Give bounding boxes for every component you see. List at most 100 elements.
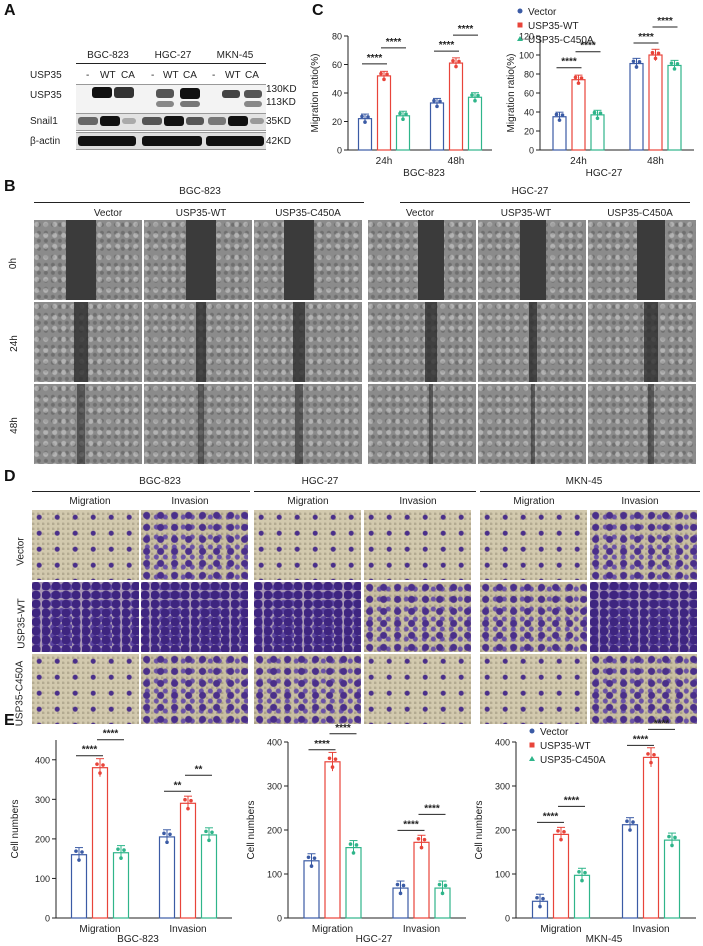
- wound-image: [254, 220, 362, 300]
- wound-image: [368, 220, 476, 300]
- data-point: [401, 117, 405, 122]
- data-point: [116, 847, 120, 851]
- bar: [429, 102, 445, 151]
- wb-lane-label: CA: [245, 70, 259, 81]
- x-tick-label: 48h: [647, 156, 664, 167]
- bar: [648, 54, 663, 151]
- legend-label: USP35-WT: [540, 741, 591, 752]
- data-point: [672, 67, 677, 71]
- y-tick-label: 0: [505, 914, 510, 924]
- data-point: [438, 99, 442, 104]
- sig-stars: ****: [561, 57, 577, 68]
- y-tick-label: 100: [519, 51, 534, 61]
- wound-gap: [74, 302, 88, 382]
- data-point: [207, 838, 211, 843]
- transwell-image: [254, 582, 361, 652]
- bar: [91, 767, 109, 919]
- wound-gap: [295, 384, 303, 464]
- panel-label-b: B: [4, 178, 16, 195]
- sig-stars: ****: [654, 718, 670, 729]
- bar: [413, 841, 430, 919]
- data-point: [669, 61, 674, 65]
- data-point: [306, 855, 311, 860]
- western-blot-panel: BGC-823 HGC-27 MKN-45 USP35 - WT CA - WT…: [0, 0, 310, 170]
- data-point: [333, 757, 338, 761]
- data-point: [435, 104, 439, 109]
- group-label: BGC-823: [117, 934, 159, 945]
- data-point: [451, 58, 455, 63]
- data-point: [366, 115, 370, 119]
- d-assay-migration: Migration: [69, 496, 111, 507]
- data-point: [673, 835, 677, 840]
- data-point: [675, 61, 680, 66]
- wb-divider: [204, 63, 266, 64]
- data-point: [119, 856, 123, 860]
- wound-image: [588, 302, 696, 382]
- data-point: [573, 75, 578, 80]
- transwell-image: [480, 654, 587, 724]
- sig-stars: ****: [335, 723, 351, 734]
- wound-gap: [198, 384, 204, 464]
- transwell-image: [364, 582, 471, 652]
- legend-label: USP35-C450A: [540, 755, 606, 766]
- data-point: [625, 819, 629, 823]
- transwell-image: [590, 510, 697, 580]
- wound-gap: [196, 302, 206, 382]
- data-point: [457, 59, 461, 64]
- data-point: [122, 848, 126, 852]
- y-axis-title: Cell numbers: [10, 800, 21, 859]
- data-point: [80, 850, 84, 854]
- y-axis-title: Migration ratio(%): [506, 54, 517, 133]
- data-point: [77, 858, 81, 862]
- b-cond-vector: Vector: [405, 208, 435, 219]
- wound-healing-panel: BGC-823 HGC-27 Vector USP35-WT USP35-C45…: [0, 178, 703, 468]
- sig-stars: ****: [403, 819, 419, 830]
- data-point: [422, 837, 427, 842]
- legend-marker: [529, 728, 535, 734]
- y-tick-label: 300: [495, 782, 510, 792]
- wound-image: [368, 384, 476, 464]
- legend-marker: [517, 36, 523, 41]
- wb-lane-label: -: [86, 70, 90, 81]
- data-point: [168, 832, 172, 837]
- wound-image: [34, 302, 142, 382]
- wound-gap: [77, 384, 85, 464]
- y-tick-label: 0: [337, 146, 342, 156]
- b-cellline-hgc27: HGC-27: [511, 186, 549, 197]
- transwell-image: [254, 510, 361, 580]
- wb-kd-42: 42KD: [266, 136, 292, 147]
- data-point: [210, 830, 214, 835]
- data-point: [309, 864, 314, 868]
- y-tick-label: 80: [524, 70, 534, 80]
- data-point: [652, 752, 656, 757]
- legend-marker: [529, 756, 535, 761]
- bar: [158, 836, 176, 919]
- x-tick-label: Invasion: [403, 924, 440, 935]
- data-point: [554, 112, 559, 117]
- data-point: [382, 77, 386, 82]
- wb-divider: [76, 63, 140, 64]
- data-point: [401, 883, 406, 888]
- data-point: [559, 837, 563, 842]
- d-divider: [480, 491, 700, 492]
- data-point: [443, 883, 448, 888]
- wound-gap: [186, 220, 216, 300]
- data-point: [95, 762, 99, 766]
- y-tick-label: 400: [35, 755, 50, 765]
- sig-stars: ****: [386, 37, 402, 48]
- bar: [345, 847, 362, 919]
- chart-c-hgc27: 0 20 40 60 80 100 120 Migration ratio(%) 24h ****…: [506, 7, 694, 178]
- sig-stars: ****: [439, 40, 455, 51]
- sig-stars: ****: [638, 32, 654, 43]
- y-tick-label: 200: [495, 826, 510, 836]
- wb-row-label-snail1: Snail1: [30, 116, 58, 127]
- data-point: [595, 116, 600, 121]
- transwell-image: [141, 510, 248, 580]
- transwell-image: [590, 654, 697, 724]
- wb-blot-actin: [76, 132, 266, 150]
- data-point: [557, 118, 562, 122]
- wound-gap: [644, 302, 658, 382]
- data-point: [437, 882, 442, 887]
- sig-stars: ****: [580, 41, 596, 52]
